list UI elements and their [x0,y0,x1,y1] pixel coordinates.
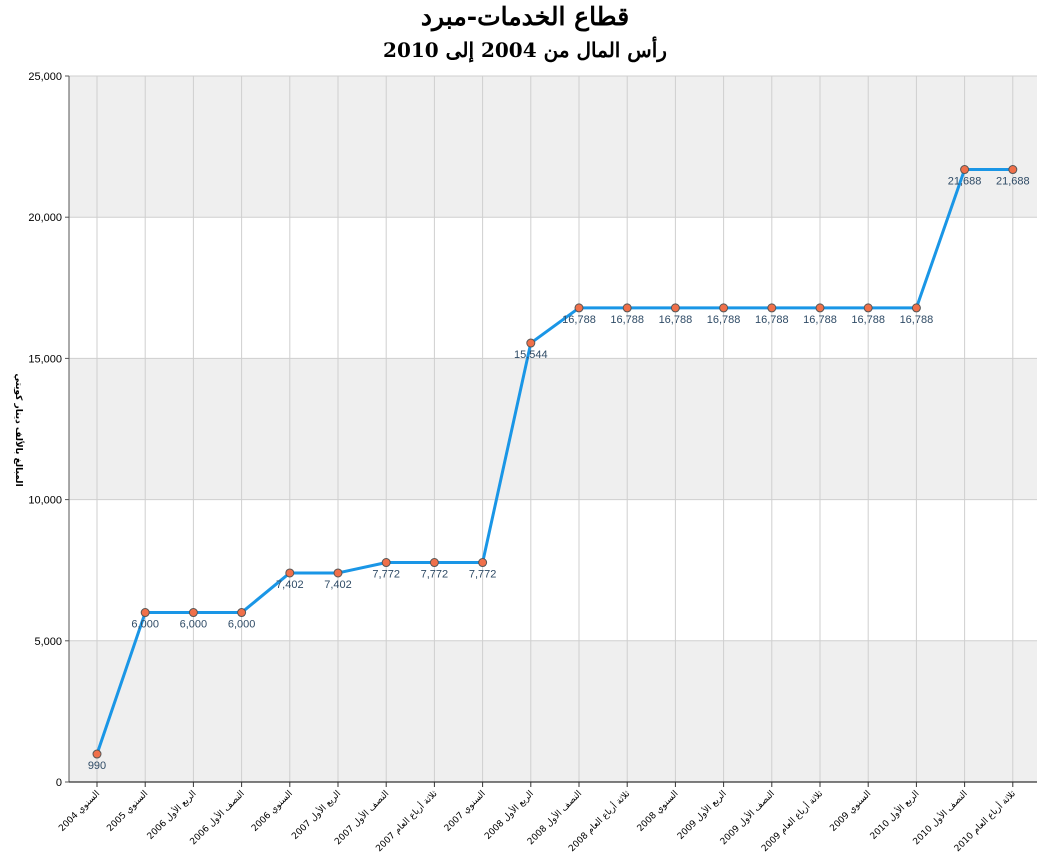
series-line-group [92,165,1018,759]
data-point [1008,165,1018,175]
data-label: 16,788 [803,314,837,326]
plot-background [69,76,1037,782]
chart-title: قطاع الخدمات-مبرد [420,2,630,31]
data-point [767,303,777,313]
data-label: 16,788 [851,314,885,326]
data-label: 21,688 [996,176,1030,188]
data-point [478,558,488,568]
x-tick-label: الربع الأول 2007 [289,788,343,842]
data-labels: 990 6,000 6,000 6,000 7,402 7,402 7,772 7,772 7,… [88,176,1030,773]
y-axis-title: المبالغ بالألف دينار كويتي [13,373,25,486]
axes [68,76,1037,783]
data-label: 16,788 [659,314,693,326]
grid-band [69,358,1037,500]
data-point [815,303,825,313]
data-label: 16,788 [562,314,596,326]
data-point [237,608,247,618]
y-axis-ticks: 0 5,000 10,000 15,000 20,000 25,000 [28,71,69,789]
grid-band [69,640,1037,782]
data-point [670,303,680,313]
x-tick-label: السنوي 2006 [250,789,295,834]
data-point [719,303,729,313]
x-tick-label: السنوي 2005 [105,789,150,834]
data-point [911,303,921,313]
x-tick-label: السنوي 2009 [828,789,873,834]
data-point [92,749,102,759]
data-label: 6,000 [131,619,159,631]
data-point [381,558,391,568]
data-label: 6,000 [228,619,256,631]
chart-subtitle: رأس المال من 2004 إلى 2010 [383,38,667,62]
y-tick-label: 15,000 [28,353,62,365]
data-point [188,608,198,618]
y-tick-label: 10,000 [28,495,62,507]
grid-band [69,76,1037,218]
x-tick-label: السنوي 2007 [443,789,488,834]
data-point [960,165,970,175]
x-tick-label: الربع الأول 2009 [675,788,729,842]
data-label: 7,402 [324,579,352,591]
y-tick-label: 5,000 [34,636,62,648]
data-label: 7,772 [421,569,449,581]
grid-lines [69,75,1037,783]
data-point [429,558,439,568]
data-label: 16,788 [610,314,644,326]
y-tick-label: 20,000 [28,212,62,224]
data-point [574,303,584,313]
data-point [622,303,632,313]
data-point [285,568,295,578]
data-point [140,608,150,618]
x-tick-label: السنوي 2008 [636,789,681,834]
y-tick-label: 0 [56,777,62,789]
data-label: 7,772 [469,569,497,581]
data-label: 16,788 [707,314,741,326]
data-label: 990 [88,760,106,772]
data-label: 7,772 [372,569,400,581]
x-tick-label: السنوي 2004 [57,789,102,834]
data-point [863,303,873,313]
x-tick-label: الربع الأول 2008 [482,788,536,842]
series-line [95,168,1013,755]
data-label: 15,544 [514,349,548,361]
data-label: 6,000 [180,619,208,631]
data-point [333,568,343,578]
data-label: 7,402 [276,579,304,591]
x-tick-label: الربع الأول 2006 [144,788,198,842]
x-tick-label: الربع الأول 2010 [867,788,921,842]
y-tick-label: 25,000 [28,71,62,83]
data-label: 21,688 [948,176,982,188]
data-label: 16,788 [900,314,934,326]
data-label: 16,788 [755,314,789,326]
data-point [526,338,536,348]
